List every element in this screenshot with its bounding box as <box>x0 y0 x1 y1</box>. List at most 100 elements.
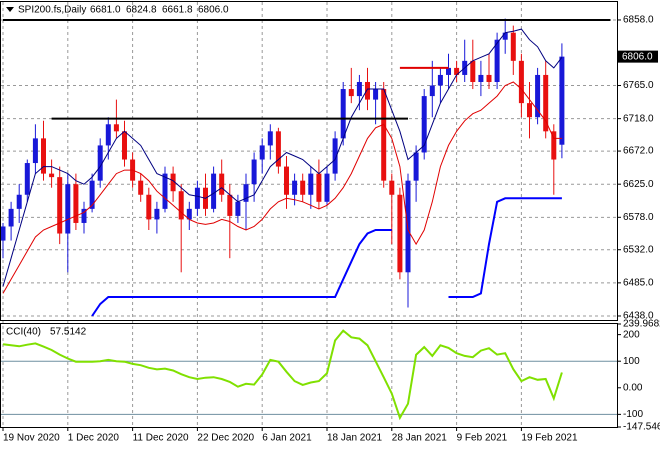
candle-body <box>57 177 63 234</box>
candle-body <box>65 184 71 234</box>
x-tick-label: 22 Dec 2020 <box>197 433 254 444</box>
cci-panel-frame <box>0 323 618 428</box>
y-tick-label: 6438.0 <box>623 311 654 322</box>
x-tick-label: 1 Dec 2020 <box>68 433 120 444</box>
candle-body <box>162 173 168 209</box>
cci-tick-label: -100 <box>623 409 643 420</box>
candle-body <box>243 184 249 202</box>
stop-line <box>91 197 562 317</box>
candle-body <box>235 201 241 216</box>
candle-body <box>543 74 549 132</box>
candle-body <box>413 152 419 181</box>
x-tick-label: 11 Dec 2020 <box>133 433 189 444</box>
y-tick-label: 6578.0 <box>623 212 654 223</box>
candle-body <box>251 159 257 185</box>
candle-body <box>24 163 30 195</box>
ma-slow <box>2 81 562 294</box>
candle-body <box>284 166 289 195</box>
candle-body <box>32 138 38 164</box>
candle-body <box>470 60 476 82</box>
candle-body <box>113 124 119 132</box>
candle-body <box>437 74 443 86</box>
x-tick-label: 19 Nov 2020 <box>3 433 60 444</box>
candle-body <box>41 138 46 174</box>
cci-tick-label: -147.546 <box>623 422 660 433</box>
ohlc-value: 6661.8 <box>162 5 193 16</box>
y-tick-label: 6718.0 <box>623 113 654 124</box>
candle-body <box>194 187 200 209</box>
candle-body <box>348 89 354 97</box>
cci-tick-label: 200 <box>623 329 640 340</box>
candle-body <box>527 103 532 118</box>
candle-body <box>535 74 541 118</box>
candle-body <box>373 89 379 100</box>
ohlc-value: 6806.0 <box>198 5 229 16</box>
y-tick-label: 6858.0 <box>623 15 654 26</box>
y-tick-label: 6625.0 <box>623 179 654 190</box>
candle-body <box>146 194 152 220</box>
price-panel-frame <box>0 1 618 321</box>
x-tick-label: 19 Feb 2021 <box>521 433 578 444</box>
y-tick-label: 6672.0 <box>623 146 654 157</box>
candle-body <box>356 81 362 97</box>
candle-body <box>559 56 565 145</box>
candle-body <box>16 194 22 209</box>
candle-body <box>89 180 95 209</box>
candle-body <box>316 173 322 202</box>
candle-body <box>186 208 192 220</box>
candle-body <box>502 32 508 40</box>
candle-body <box>397 194 403 273</box>
candle-body <box>138 180 144 195</box>
candle-body <box>219 173 225 195</box>
candle-body <box>275 131 281 167</box>
candle-body <box>308 173 314 195</box>
candle-body <box>0 226 6 241</box>
candle-body <box>170 173 176 192</box>
candle-body <box>292 180 298 195</box>
candle-body <box>300 180 306 195</box>
cci-last: 57.5142 <box>50 327 87 338</box>
candle-body <box>73 184 79 223</box>
candle-body <box>446 67 451 75</box>
candle-body <box>551 131 557 160</box>
candle-body <box>381 89 387 181</box>
candle-body <box>429 85 435 97</box>
menu-arrow <box>6 7 14 12</box>
candle-body <box>332 138 338 174</box>
cci-line <box>2 329 563 421</box>
candle-body <box>105 124 111 146</box>
candle-body <box>227 194 233 216</box>
ma-fast <box>2 28 563 287</box>
candle-body <box>494 39 500 82</box>
ohlc-value: 6824.8 <box>126 5 157 16</box>
candle-body <box>81 208 87 223</box>
x-tick-label: 18 Jan 2021 <box>327 433 382 444</box>
x-tick-label: 28 Jan 2021 <box>392 433 447 444</box>
candle-body <box>267 131 273 146</box>
y-tick-label: 6485.0 <box>623 277 654 288</box>
candle-body <box>154 208 160 220</box>
last-price-box <box>618 50 658 63</box>
candle-body <box>478 74 484 82</box>
candle-body <box>122 131 127 160</box>
candle-body <box>259 145 265 160</box>
cci-tick-label: 100 <box>623 356 640 367</box>
x-tick-label: 6 Jan 2021 <box>262 433 312 444</box>
candle-body <box>178 191 184 220</box>
candle-body <box>454 67 460 75</box>
candle-body <box>486 74 492 82</box>
x-tick-label: 9 Feb 2021 <box>457 433 508 444</box>
candle-body <box>389 180 395 195</box>
candle-body <box>421 96 427 153</box>
symbol: SPI200.fs,Daily <box>18 5 86 16</box>
candle-body <box>340 89 346 139</box>
cci-title: CCI(40) <box>6 327 41 338</box>
candle-body <box>518 60 524 104</box>
y-tick-label: 6532.0 <box>623 244 654 255</box>
candle-body <box>365 81 370 100</box>
last-price-label: 6806.0 <box>622 51 653 62</box>
candle-body <box>211 173 217 209</box>
cci-tick-label: 0.00 <box>623 382 643 393</box>
